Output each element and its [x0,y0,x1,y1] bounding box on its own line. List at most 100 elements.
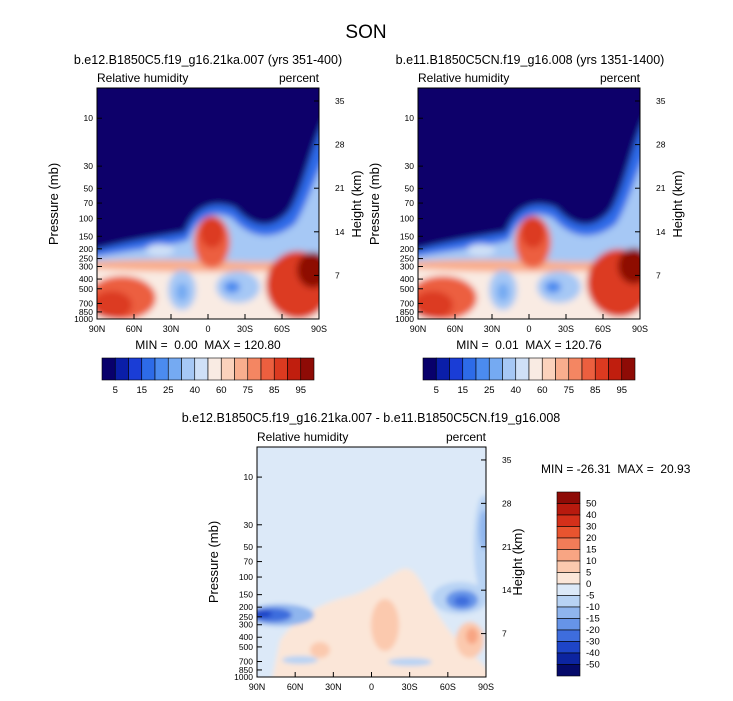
y-tick-label: 250 [79,254,93,264]
height-tick-label: 7 [335,270,340,280]
height-tick-label: 35 [335,96,345,106]
colorbar-label: 20 [586,533,597,544]
colorbar-box [515,357,530,381]
colorbar-label: -20 [586,625,600,636]
x-tick-label: 60N [447,324,464,334]
height-tick-label: 21 [656,183,666,193]
colorbar-label: 30 [586,522,597,533]
colorbar-label: 85 [590,385,601,396]
height-tick-label: 7 [502,629,507,639]
x-tick-label: 30S [558,324,574,334]
units-label: percent [600,71,641,85]
colorbar-box [556,572,581,585]
colorbar-box [555,357,570,381]
colorbar-box [220,357,235,381]
colorbar-box [556,537,581,550]
x-tick-label: 0 [205,324,210,334]
colorbar-box [502,357,517,381]
y-tick-label: 500 [239,642,253,652]
colorbar-label: 50 [586,499,597,510]
x-tick-label: 30S [237,324,253,334]
panel-2: b.e11.B1850C5CN.f19_g16.008 (yrs 1351-14… [367,53,685,396]
colorbar-box [528,357,543,381]
x-tick-label: 60N [287,682,304,692]
height-tick-label: 35 [656,96,666,106]
y-tick-label: 10 [84,113,94,123]
y-tick-label: 400 [400,274,414,284]
y-axis-label: Pressure (mb) [367,163,382,245]
y-tick-label: 200 [400,244,414,254]
colorbar-box [260,357,275,381]
y-tick-label: 300 [239,620,253,630]
y-tick-label: 200 [239,602,253,612]
colorbar-box [556,560,581,573]
colorbar-label: 5 [586,568,591,579]
contour-field [257,447,486,677]
panel-title: b.e11.B1850C5CN.f19_g16.008 (yrs 1351-14… [396,53,665,67]
x-tick-label: 30N [325,682,342,692]
colorbar-label: 5 [434,385,439,396]
colorbar-box [181,357,196,381]
y-tick-label: 250 [400,254,414,264]
colorbar-box [621,357,636,381]
y-tick-label: 50 [244,542,254,552]
x-tick-label: 0 [526,324,531,334]
colorbar-box [101,357,116,381]
colorbar-box [300,357,315,381]
colorbar-label: 95 [616,385,627,396]
colorbar-label: 40 [189,385,200,396]
height-tick-label: 28 [335,140,345,150]
field-label: Relative humidity [97,71,188,85]
x-tick-label: 90S [478,682,494,692]
y-tick-label: 50 [405,183,415,193]
height-tick-label: 21 [502,542,512,552]
colorbar-box [154,357,169,381]
colorbar-box [128,357,143,381]
y-tick-label: 700 [79,298,93,308]
colorbar-box [287,357,302,381]
colorbar-box [556,664,581,677]
colorbar-label: -15 [586,614,600,625]
x-tick-label: 60S [440,682,456,692]
colorbar-box [449,357,464,381]
y-tick-label: 850 [239,665,253,675]
x-tick-label: 60N [126,324,143,334]
y-axis-right-label: Height (km) [670,170,685,237]
colorbar-label: -10 [586,602,600,613]
y-tick-label: 850 [79,307,93,317]
colorbar-box [541,357,556,381]
colorbar-label: 40 [586,510,597,521]
x-tick-label: 30N [484,324,501,334]
colorbar-label: 15 [586,545,597,556]
y-tick-label: 100 [400,214,414,224]
height-tick-label: 14 [335,227,345,237]
colorbar-label: 0 [586,579,591,590]
colorbar: 5 15 25 40 60 75 85 95 [422,357,636,396]
colorbar-label: 75 [563,385,574,396]
colorbar-label: -5 [586,591,594,602]
colorbar-box [556,514,581,527]
colorbar-box [435,357,450,381]
y-tick-label: 300 [79,262,93,272]
height-tick-label: 35 [502,455,512,465]
x-tick-label: 90N [410,324,427,334]
colorbar-label: -30 [586,637,600,648]
y-tick-label: 30 [405,161,415,171]
height-tick-label: 7 [656,270,661,280]
field-label: Relative humidity [418,71,509,85]
y-tick-label: 100 [239,572,253,582]
y-tick-label: 150 [79,231,93,241]
x-tick-label: 60S [595,324,611,334]
colorbar-box [556,618,581,631]
colorbar-label: 10 [586,556,597,567]
colorbar-box [556,503,581,516]
panel-1: b.e12.B1850C5.f19_g16.21ka.007 (yrs 351-… [46,53,364,396]
height-ticks: 35 28 21 14 7 [635,96,666,280]
colorbar-box [207,357,222,381]
y-axis-label: Pressure (mb) [206,521,221,603]
colorbar-label: 95 [295,385,306,396]
y-tick-label: 30 [84,161,94,171]
